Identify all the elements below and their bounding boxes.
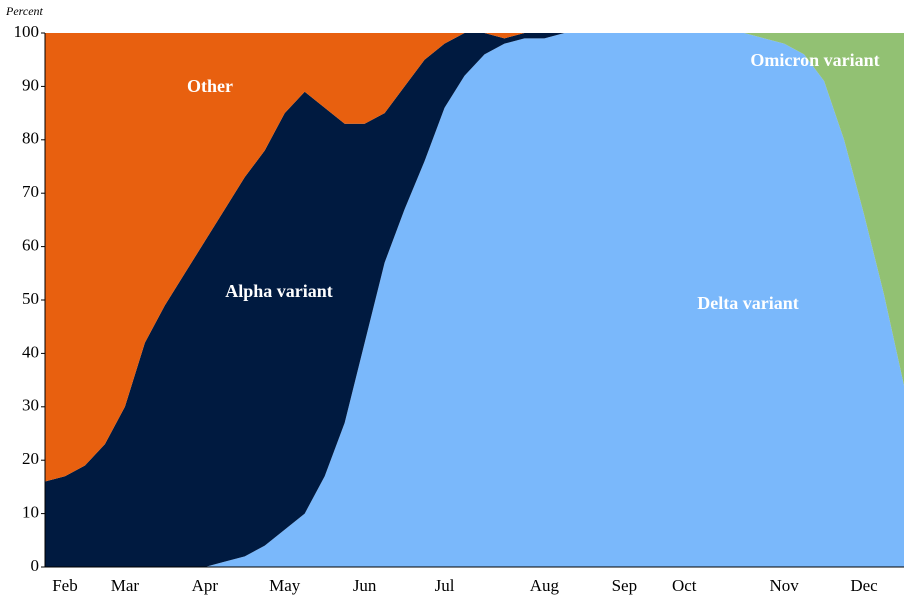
area (45, 33, 904, 386)
x-tick-label: Dec (850, 576, 878, 595)
x-tick-label: Aug (530, 576, 560, 595)
series-label: Delta variant (697, 293, 798, 313)
x-tick-label: Oct (672, 576, 697, 595)
x-tick-label: Jul (435, 576, 455, 595)
x-tick-label: May (269, 576, 301, 595)
y-tick-label: 70 (22, 182, 39, 201)
x-tick-label: Apr (192, 576, 219, 595)
x-tick-label: Nov (769, 576, 799, 595)
y-tick-label: 90 (22, 75, 39, 94)
y-axis-label: Percent (5, 4, 44, 18)
x-tick-label: Jun (353, 576, 377, 595)
x-tick-label: Feb (52, 576, 78, 595)
y-tick-label: 100 (14, 22, 40, 41)
y-tick-label: 60 (22, 236, 39, 255)
y-tick-label: 0 (31, 556, 40, 575)
x-tick-label: Sep (612, 576, 638, 595)
area (45, 33, 904, 567)
y-tick-label: 30 (22, 396, 39, 415)
y-tick-label: 50 (22, 289, 39, 308)
y-tick-label: 10 (22, 503, 39, 522)
x-tick-label: Mar (111, 576, 140, 595)
series-label: Alpha variant (225, 281, 333, 301)
y-tick-label: 20 (22, 449, 39, 468)
y-tick-label: 40 (22, 342, 39, 361)
area (45, 33, 904, 567)
series-label: Omicron variant (750, 50, 879, 70)
area (45, 33, 904, 482)
y-tick-label: 80 (22, 129, 39, 148)
series-label: Other (187, 76, 233, 96)
